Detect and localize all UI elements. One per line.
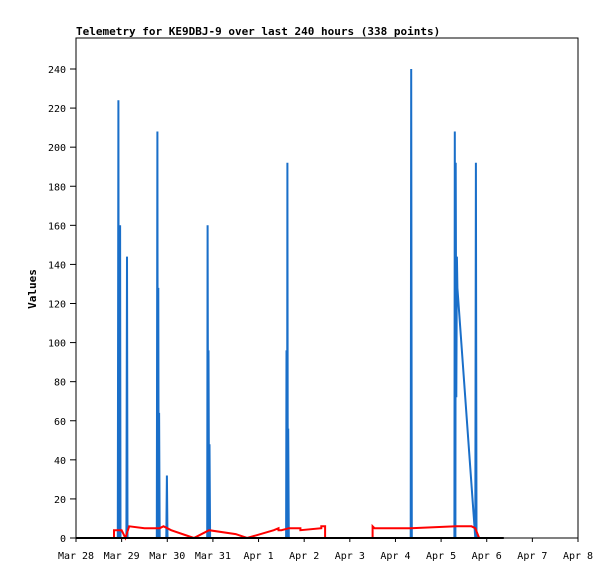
series-line-1: [116, 68, 478, 539]
series-layer: [76, 68, 504, 541]
x-tick-label: Apr 2: [289, 551, 319, 562]
x-tick-label: Apr 5: [426, 551, 456, 562]
y-tick-label: 80: [54, 378, 66, 389]
x-tick-label: Apr 1: [243, 551, 273, 562]
y-axis: 0 20 40 60 80 100 120 140 160 180 200 220 240: [48, 65, 76, 545]
y-tick-label: 0: [60, 534, 66, 545]
y-tick-label: 60: [54, 417, 66, 428]
y-tick-label: 20: [54, 495, 66, 506]
x-tick-label: Apr 4: [380, 551, 410, 562]
x-tick-label: Mar 28: [58, 551, 94, 562]
series-line-2: [113, 523, 481, 541]
y-tick-label: 180: [48, 182, 66, 193]
y-tick-label: 140: [48, 260, 66, 271]
chart-title: Telemetry for KE9DBJ-9 over last 240 hou…: [76, 25, 440, 38]
plot-frame: [75, 37, 579, 539]
y-tick-label: 100: [48, 339, 66, 350]
x-tick-label: Mar 29: [104, 551, 140, 562]
y-tick-label: 200: [48, 143, 66, 154]
x-axis: Mar 28 Mar 29 Mar 30 Mar 31 Apr 1 Apr 2 Apr 3 A…: [58, 538, 593, 562]
y-axis-label: Values: [26, 269, 39, 309]
x-tick-label: Mar 30: [149, 551, 185, 562]
y-tick-label: 40: [54, 456, 66, 467]
y-tick-label: 240: [48, 65, 66, 76]
y-tick-label: 120: [48, 300, 66, 311]
x-tick-label: Apr 6: [472, 551, 502, 562]
x-tick-label: Apr 7: [517, 551, 547, 562]
x-tick-label: Mar 31: [195, 551, 231, 562]
x-tick-label: Apr 8: [563, 551, 593, 562]
x-tick-label: Apr 3: [335, 551, 365, 562]
y-tick-label: 160: [48, 221, 66, 232]
y-tick-label: 220: [48, 104, 66, 115]
